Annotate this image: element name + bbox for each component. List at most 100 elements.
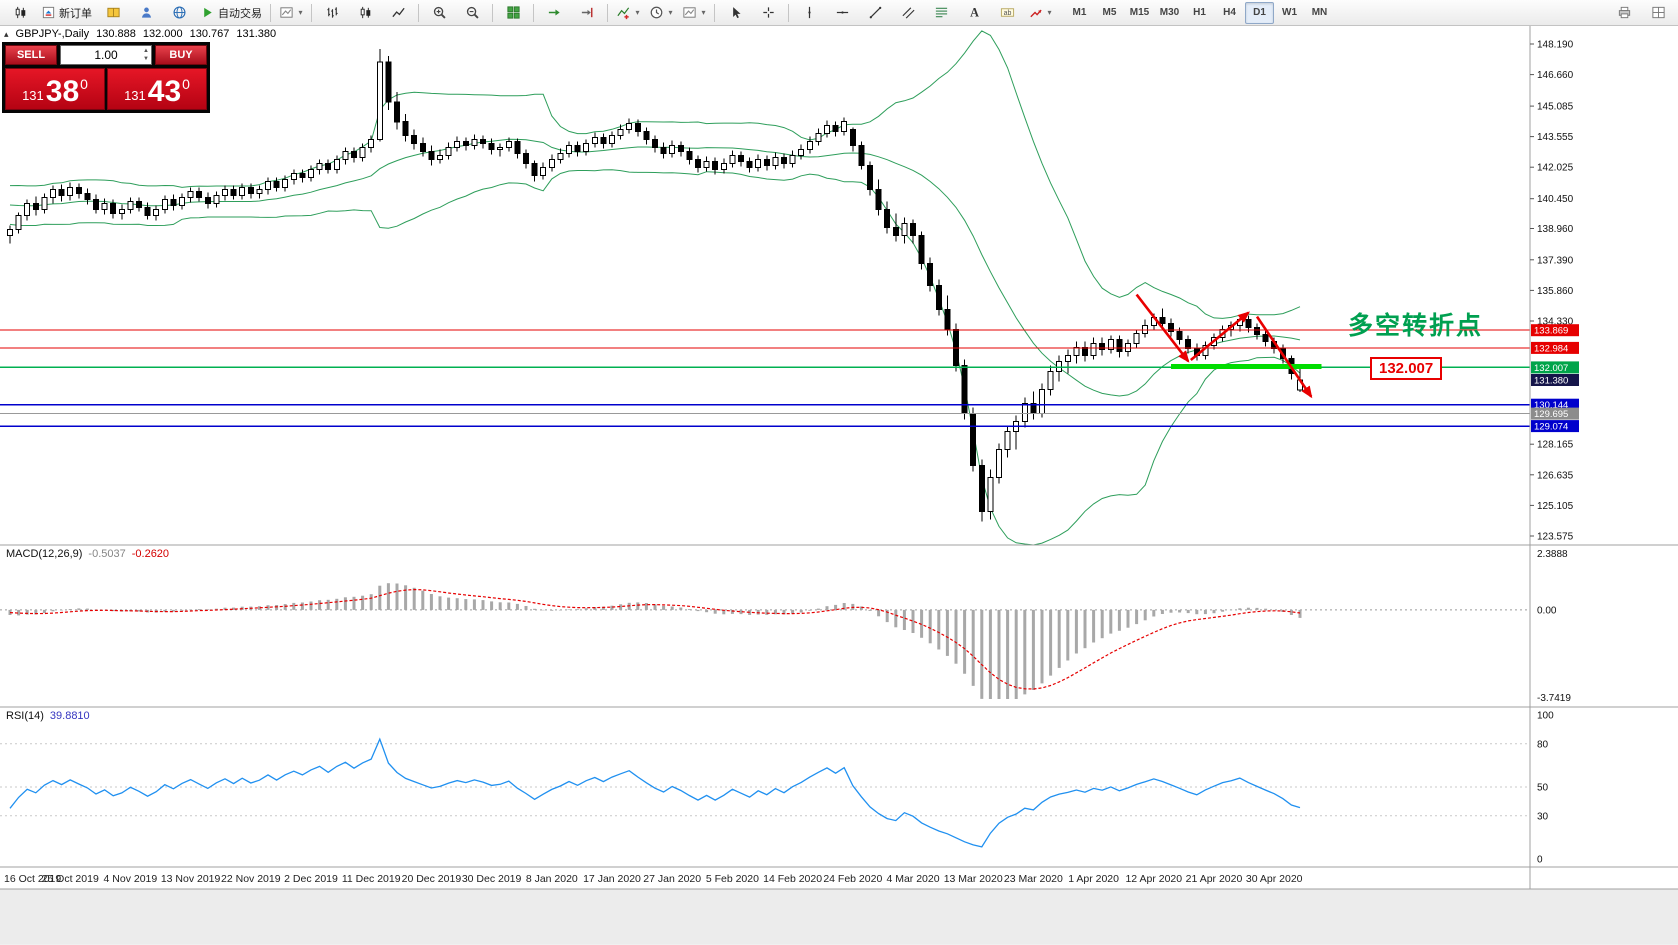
trend-arrows-layer[interactable] — [1135, 293, 1313, 399]
svg-text:13 Nov 2019: 13 Nov 2019 — [161, 873, 221, 885]
bars-icon — [325, 5, 340, 20]
fibonacci-button[interactable] — [925, 1, 957, 25]
auto-scroll-button[interactable] — [538, 1, 570, 25]
timeframe-d1-button[interactable]: D1 — [1245, 1, 1274, 24]
toolbar-separator — [533, 3, 534, 22]
volume-input[interactable]: 1.00 ▲ ▼ — [60, 45, 152, 65]
ohlc-high: 132.000 — [142, 28, 183, 40]
svg-text:137.390: 137.390 — [1537, 255, 1574, 266]
text-button[interactable]: A — [958, 1, 990, 25]
timeframe-m30-button[interactable]: M30 — [1159, 7, 1180, 18]
annotation-turning-point[interactable]: 多空转折点 — [1348, 312, 1484, 340]
svg-text:128.165: 128.165 — [1537, 440, 1574, 451]
sell-price-button[interactable]: 131 38 0 — [5, 68, 105, 110]
svg-text:14 Feb 2020: 14 Feb 2020 — [763, 873, 822, 885]
timeframe-h4-button[interactable]: H4 — [1223, 7, 1236, 18]
cursor-button[interactable] — [719, 1, 751, 25]
svg-text:143.555: 143.555 — [1537, 132, 1574, 143]
svg-text:24 Feb 2020: 24 Feb 2020 — [823, 873, 882, 885]
one-click-toggle-icon[interactable]: ▴ — [4, 28, 9, 39]
trendline-button[interactable] — [859, 1, 891, 25]
macd-signal-value: -0.2620 — [131, 548, 170, 560]
timeframe-m5-button[interactable]: M5 — [1102, 7, 1117, 18]
horizontal-lines-layer[interactable] — [0, 329, 1530, 427]
price-axis[interactable]: 148.190 146.660 145.085 143.555 142.025 140.4… — [1530, 40, 1579, 866]
svg-text:134.330: 134.330 — [1537, 317, 1574, 328]
template-icon — [682, 5, 697, 20]
svg-text:140.450: 140.450 — [1537, 194, 1574, 205]
auto-trading-button[interactable]: 自动交易 — [196, 1, 266, 25]
buy-price-button[interactable]: 131 43 0 — [107, 68, 207, 110]
navigator-button[interactable] — [163, 1, 195, 25]
timeframe-mn-button[interactable]: MN — [1311, 7, 1328, 18]
svg-text:131.380: 131.380 — [1534, 375, 1568, 386]
text-label-button[interactable]: ab — [991, 1, 1023, 25]
new-order-button[interactable]: 新订单 — [37, 1, 96, 25]
horizontal-line-button[interactable] — [826, 1, 858, 25]
rsi-title: RSI(14) — [6, 710, 44, 722]
svg-text:130.144: 130.144 — [1534, 400, 1568, 411]
svg-text:ab: ab — [1003, 10, 1011, 17]
caret-down-icon: ▾ — [298, 8, 303, 17]
zoom-out-button[interactable] — [456, 1, 488, 25]
textT-icon: ab — [1000, 5, 1015, 20]
chart-symbol-period: GBPJPY-,Daily — [15, 28, 90, 40]
timeframe-w1-button[interactable]: W1 — [1282, 7, 1297, 18]
one-click-trading-panel: SELL 1.00 ▲ ▼ BUY 131 38 0 131 43 0 — [2, 42, 210, 113]
periods-button[interactable]: ▾ — [645, 1, 677, 25]
autoscroll-icon — [547, 5, 562, 20]
timeframe-m15-button[interactable]: M15 — [1129, 7, 1150, 18]
spinner-up-icon[interactable]: ▲ — [143, 48, 149, 54]
print-button[interactable] — [1608, 1, 1640, 25]
bar-chart-button[interactable] — [316, 1, 348, 25]
book-icon — [106, 5, 121, 20]
chart-canvas[interactable]: 148.190 146.660 145.085 143.555 142.025 140.4… — [0, 26, 1678, 944]
indicator-plus-icon — [616, 5, 631, 20]
toolbar-separator — [714, 3, 715, 22]
market-watch-button[interactable] — [97, 1, 129, 25]
svg-text:146.660: 146.660 — [1537, 70, 1574, 81]
profiles-button[interactable]: ▾ — [275, 1, 307, 25]
svg-text:25 Oct 2019: 25 Oct 2019 — [42, 873, 99, 885]
svg-text:8 Jan 2020: 8 Jan 2020 — [526, 873, 578, 885]
line-chart-button[interactable] — [382, 1, 414, 25]
chart-shift-button[interactable] — [571, 1, 603, 25]
svg-text:132.007: 132.007 — [1534, 363, 1568, 374]
zoom-in-button[interactable] — [423, 1, 455, 25]
shift-icon — [580, 5, 595, 20]
arrows-button[interactable]: ▾ — [1024, 1, 1056, 25]
window-layout-button[interactable] — [1642, 1, 1674, 25]
svg-text:12 Apr 2020: 12 Apr 2020 — [1125, 873, 1182, 885]
crosshair-button[interactable] — [752, 1, 784, 25]
equidistant-channel-button[interactable] — [892, 1, 924, 25]
zoom-out-icon — [465, 5, 480, 20]
toolbar-separator — [492, 3, 493, 22]
crosshair-icon — [761, 5, 776, 20]
vertical-line-button[interactable] — [793, 1, 825, 25]
toolbar-separator — [788, 3, 789, 22]
tile-windows-button[interactable] — [497, 1, 529, 25]
new-chart-button[interactable] — [4, 1, 36, 25]
caret-down-icon: ▾ — [701, 8, 706, 17]
sell-button[interactable]: SELL — [5, 45, 57, 65]
channel-icon — [901, 5, 916, 20]
annotation-price-box[interactable]: 132.007 — [1370, 357, 1443, 380]
macd-main-value: -0.5037 — [88, 548, 126, 560]
templates-button[interactable]: ▾ — [678, 1, 710, 25]
volume-spinner[interactable]: ▲ ▼ — [143, 47, 149, 63]
rsi-header: RSI(14) 39.8810 — [6, 710, 90, 722]
layout-icon — [1651, 5, 1666, 20]
buy-button[interactable]: BUY — [155, 45, 207, 65]
timeframe-m1-button[interactable]: M1 — [1072, 7, 1087, 18]
data-window-button[interactable] — [130, 1, 162, 25]
indicators-button[interactable]: ▾ — [612, 1, 644, 25]
candlestick-chart-button[interactable] — [349, 1, 381, 25]
svg-text:11 Dec 2019: 11 Dec 2019 — [342, 873, 401, 885]
toolbar-right-group — [1608, 1, 1674, 25]
spinner-down-icon[interactable]: ▼ — [143, 56, 149, 62]
timeframe-h1-button[interactable]: H1 — [1193, 7, 1206, 18]
ask-big-digits: 43 — [147, 75, 182, 108]
ask-prefix: 131 — [124, 88, 146, 103]
pane-dividers — [0, 26, 1678, 890]
